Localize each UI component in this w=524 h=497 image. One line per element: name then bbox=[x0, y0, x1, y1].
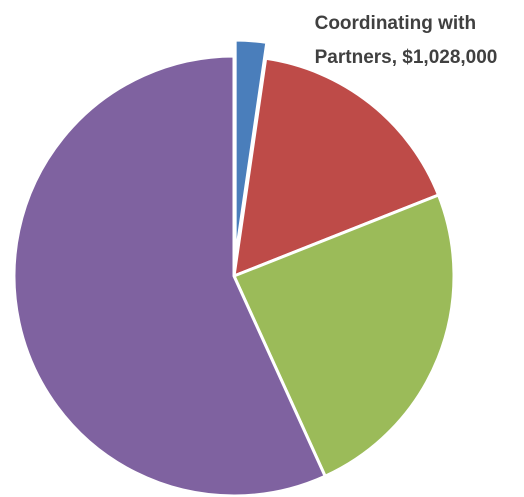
data-label-coordinating-partners: Coordinating with Partners, $1,028,000 bbox=[315, 13, 498, 68]
pie-slice-green bbox=[232, 193, 456, 478]
data-label-line-2: Partners, $1,028,000 bbox=[315, 47, 498, 68]
pie-slices bbox=[12, 38, 456, 497]
data-label-line-1: Coordinating with bbox=[315, 13, 476, 34]
pie-slice-purple bbox=[12, 54, 327, 497]
pie-data-labels: Coordinating with Partners, $1,028,000 bbox=[315, 13, 498, 68]
pie-slice-red bbox=[232, 56, 441, 278]
